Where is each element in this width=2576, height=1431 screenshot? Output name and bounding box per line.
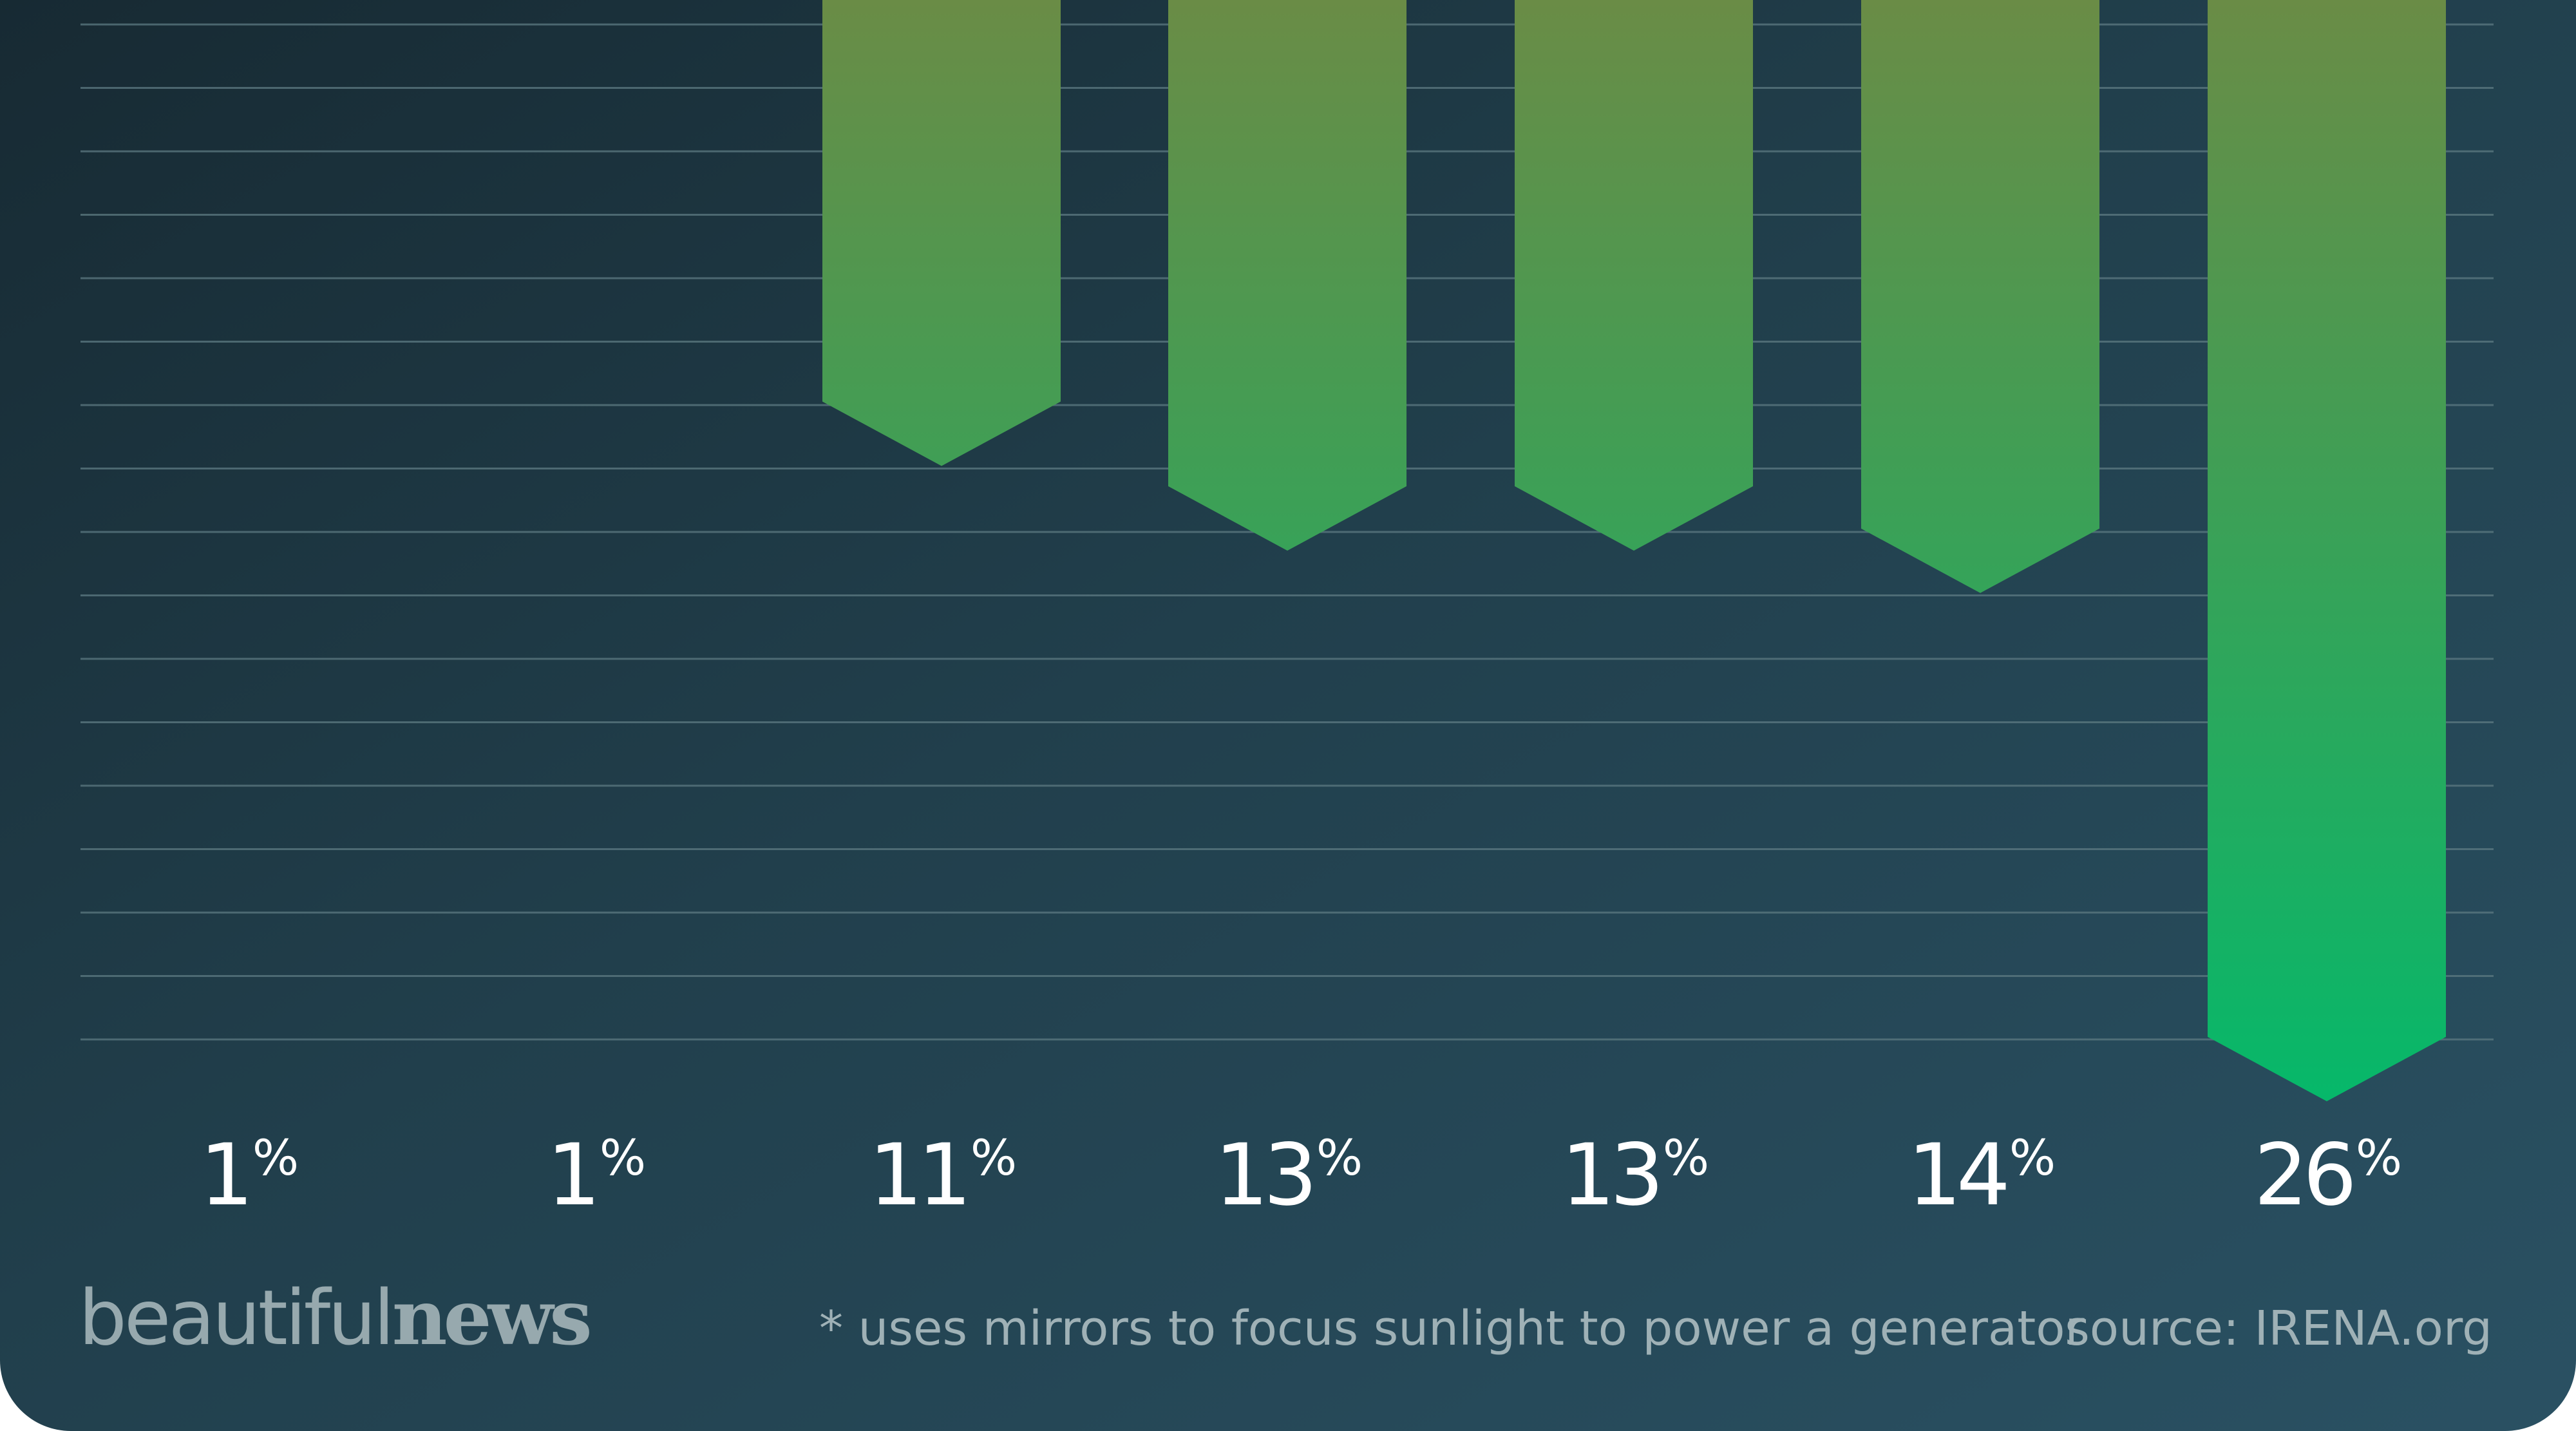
value-label-unit: % [2009,1129,2054,1186]
value-label: 13% [1561,1126,1707,1225]
bar [1168,0,1406,551]
value-label: 14% [1908,1126,2054,1225]
beautifulnews-logo: beautifulnews [79,1273,592,1362]
value-label: 11% [869,1126,1015,1225]
bar [822,0,1061,466]
value-label: 1% [547,1126,644,1225]
value-label-number: 26 [2254,1126,2352,1225]
value-label-number: 13 [1561,1126,1659,1225]
value-label-number: 1 [200,1126,249,1225]
value-label-unit: % [1316,1129,1361,1186]
value-label-number: 1 [547,1126,596,1225]
value-label-unit: % [971,1129,1015,1186]
value-label: 13% [1215,1126,1361,1225]
logo-light-text: beautiful [79,1273,395,1362]
value-label-unit: % [1663,1129,1707,1186]
bars [822,0,2446,1101]
value-label-unit: % [252,1129,297,1186]
logo-bold-text: news [392,1273,592,1362]
value-label-number: 14 [1908,1126,2006,1225]
bar [1515,0,1753,551]
value-label: 1% [200,1126,297,1225]
value-labels: 1% 1% 11% 13% 13% 14% 26% [200,1126,2403,1225]
bar [1861,0,2099,593]
value-label-unit: % [600,1129,644,1186]
value-label: 26% [2254,1126,2400,1225]
bar [2208,0,2446,1101]
value-label-number: 11 [869,1126,967,1225]
value-label-unit: % [2356,1129,2400,1186]
footnote: * uses mirrors to focus sunlight to powe… [819,1301,2085,1356]
value-label-number: 13 [1215,1126,1312,1225]
source-note: source: IRENA.org [2065,1301,2492,1356]
